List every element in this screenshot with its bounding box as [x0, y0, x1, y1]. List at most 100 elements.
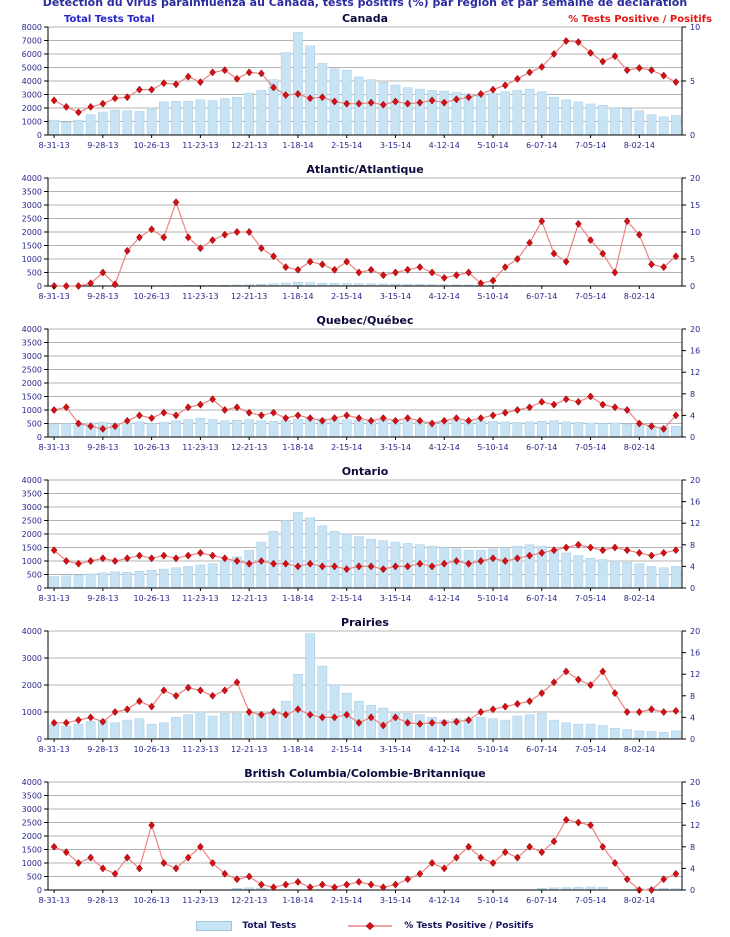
x-tick-label: 8-31-13 [38, 594, 69, 603]
x-tick-label: 7-05-14 [575, 594, 606, 603]
main-title-wrap: Détection du virus parainfluenza au Cana… [0, 0, 730, 9]
total-tests-bar [525, 422, 534, 437]
pct-positive-marker [197, 78, 203, 85]
total-tests-bar [549, 97, 558, 135]
total-tests-bar [50, 120, 59, 135]
total-tests-bar [281, 420, 290, 437]
total-tests-bar [184, 715, 193, 739]
total-tests-bar [610, 423, 619, 437]
right-tick-label: 16 [690, 649, 700, 658]
total-tests-bar [488, 719, 497, 739]
total-tests-bar [232, 713, 241, 739]
pct-positive-marker [173, 81, 179, 88]
left-tick-label: 4000 [22, 77, 42, 86]
total-tests-bar [269, 531, 278, 588]
left-tick-label: 0 [37, 131, 42, 140]
pct-positive-marker [185, 552, 191, 559]
total-tests-bar [330, 531, 339, 588]
x-tick-label: 8-02-14 [624, 594, 655, 603]
left-tick-label: 0 [37, 433, 42, 442]
panel-canada: 01000200030004000500060007000800005108-3… [0, 9, 730, 156]
pct-positive-marker [173, 412, 179, 419]
total-tests-bar [123, 572, 132, 588]
x-tick-label: 11-23-13 [182, 745, 218, 754]
total-tests-bar [293, 32, 302, 135]
right-tick-label: 12 [690, 519, 700, 528]
right-tick-label: 20 [690, 627, 700, 636]
pct-positive-marker [527, 698, 533, 705]
pct-positive-marker [527, 69, 533, 76]
pct-positive-marker [63, 103, 69, 110]
pct-positive-marker [502, 703, 508, 710]
pct-positive-marker [197, 401, 203, 408]
total-tests-bar [196, 712, 205, 739]
total-tests-bar [452, 420, 461, 437]
pct-positive-marker [319, 881, 325, 888]
pct-positive-marker [478, 708, 484, 715]
total-tests-bar [574, 422, 583, 437]
right-tick-label: 20 [690, 778, 700, 787]
total-tests-bar [501, 92, 510, 135]
total-tests-bar [635, 111, 644, 135]
x-tick-label: 10-26-13 [133, 443, 169, 452]
total-tests-bar [476, 95, 485, 136]
pct-positive-marker [588, 544, 594, 551]
pct-positive-marker [197, 549, 203, 556]
total-tests-bar [245, 550, 254, 588]
pct-positive-marker [575, 398, 581, 405]
legend-bar-swatch [196, 921, 232, 931]
pct-positive-marker [612, 544, 618, 551]
x-tick-label: 11-23-13 [182, 292, 218, 301]
total-tests-bar [440, 91, 449, 135]
x-tick-label: 6-07-14 [526, 292, 557, 301]
total-tests-bar [537, 421, 546, 437]
total-tests-bar [98, 112, 107, 135]
x-tick-label: 11-23-13 [182, 594, 218, 603]
total-tests-bar [257, 542, 266, 588]
total-tests-bar [671, 731, 680, 739]
pct-positive-marker [75, 282, 81, 289]
total-tests-bar [647, 731, 656, 739]
total-tests-bar [574, 102, 583, 135]
pct-positive-marker [392, 269, 398, 276]
right-tick-label: 16 [690, 800, 700, 809]
x-tick-label: 7-05-14 [575, 292, 606, 301]
pct-positive-marker [514, 700, 520, 707]
x-tick-label: 4-12-14 [429, 594, 460, 603]
x-tick-label: 1-18-14 [282, 292, 313, 301]
total-tests-bar [659, 732, 668, 739]
total-tests-bar [598, 726, 607, 740]
main-title: Détection du virus parainfluenza au Cana… [0, 0, 730, 9]
pct-positive-marker [112, 557, 118, 564]
pct-positive-marker [514, 406, 520, 413]
total-tests-bar [440, 548, 449, 589]
x-tick-label: 2-15-14 [331, 443, 362, 452]
pct-positive-marker [136, 412, 142, 419]
x-tick-label: 5-10-14 [477, 443, 508, 452]
left-tick-label: 1000 [22, 255, 42, 264]
pct-positive-marker [75, 109, 81, 116]
x-tick-label: 2-15-14 [331, 594, 362, 603]
left-tick-label: 3000 [22, 503, 42, 512]
total-tests-bar [184, 419, 193, 437]
total-tests-bar [525, 715, 534, 739]
pct-positive-marker [344, 412, 350, 419]
total-tests-bar [501, 548, 510, 589]
left-tick-label: 0 [37, 584, 42, 593]
pct-positive-marker [575, 819, 581, 826]
total-tests-bar [232, 420, 241, 437]
left-tick-label: 3000 [22, 654, 42, 663]
total-tests-bar [86, 115, 95, 135]
right-tick-label: 0 [690, 584, 695, 593]
left-tick-label: 4000 [22, 325, 42, 334]
total-tests-bar [220, 561, 229, 588]
total-tests-bar [220, 421, 229, 437]
total-tests-bar [318, 666, 327, 739]
total-tests-bar [354, 537, 363, 588]
pct-positive-marker [51, 406, 57, 413]
left-tick-label: 4000 [22, 476, 42, 485]
pct-positive-marker [661, 72, 667, 79]
x-tick-label: 3-15-14 [380, 292, 411, 301]
pct-positive-marker [88, 714, 94, 721]
pct-positive-marker [441, 274, 447, 281]
